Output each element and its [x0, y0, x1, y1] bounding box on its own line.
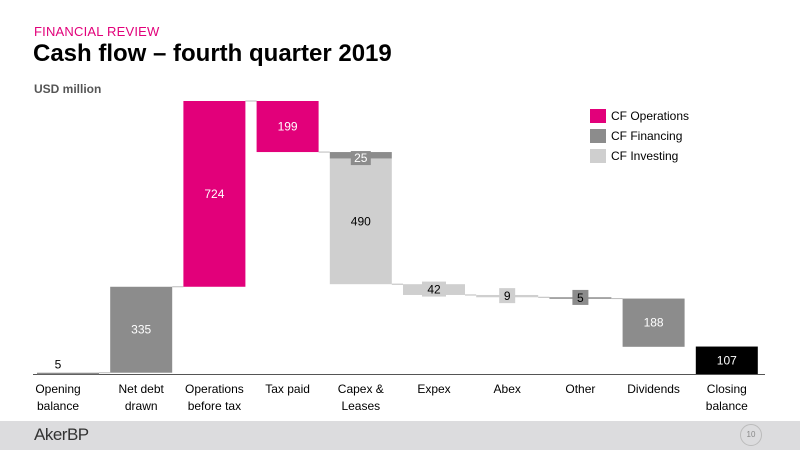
category-label-1-0: Net debt	[119, 382, 165, 396]
bar-label-0: 5	[55, 358, 62, 372]
bar-sublabel-box-4	[350, 151, 371, 166]
legend-swatch-investing	[590, 149, 606, 163]
bar-label-3: 199	[278, 120, 298, 134]
footer-bar: AkerBP 10	[0, 421, 800, 450]
legend-item-investing: CF Investing	[590, 146, 689, 166]
category-label-4-1: Leases	[341, 399, 380, 413]
category-label-0-0: Opening	[35, 382, 80, 396]
category-label-1-1: drawn	[125, 399, 158, 413]
category-label-2-1: before tax	[188, 399, 241, 413]
category-label-9-0: Closing	[707, 382, 747, 396]
category-label-0-1: balance	[37, 399, 79, 413]
bar-label-8: 188	[644, 316, 664, 330]
bar-0-segment-0	[37, 372, 99, 375]
category-label-4-0: Capex &	[338, 382, 384, 396]
legend-item-financing: CF Financing	[590, 126, 689, 146]
page-number: 10	[740, 424, 762, 446]
category-label-8-0: Dividends	[627, 382, 680, 396]
bar-sublabel-4: 25	[354, 151, 368, 165]
bar-4-segment-1	[329, 158, 392, 285]
legend-item-operations: CF Operations	[590, 106, 689, 126]
bar-label-box-6	[499, 288, 516, 304]
category-label-9-1: balance	[706, 399, 748, 413]
legend-label-financing: CF Financing	[611, 129, 683, 143]
waterfall-chart: 5 Opening balance 335 Net debt drawn 724 Operat…	[33, 100, 765, 413]
chart-legend: CF Operations CF Financing CF Investing	[590, 106, 689, 166]
category-label-3-0: Tax paid	[265, 382, 310, 396]
bar-3-segment-0	[256, 101, 319, 153]
unit-label: USD million	[34, 82, 102, 96]
bar-label-box-7	[572, 289, 589, 305]
bar-label-7: 5	[577, 291, 584, 305]
page-title: Cash flow – fourth quarter 2019	[33, 40, 392, 67]
category-label-5-0: Expex	[417, 382, 450, 396]
bar-2-segment-0	[183, 101, 246, 287]
bar-9-segment-0	[695, 346, 758, 374]
bar-label-6: 9	[504, 289, 511, 303]
legend-label-operations: CF Operations	[611, 109, 690, 123]
bar-label-4: 490	[351, 214, 371, 228]
category-label-7-0: Other	[565, 382, 595, 396]
legend-swatch-financing	[590, 129, 606, 143]
bar-8-segment-0	[622, 298, 685, 347]
section-kicker: FINANCIAL REVIEW	[34, 24, 160, 39]
bar-1-segment-0	[110, 286, 173, 373]
category-label-2-0: Operations	[185, 382, 244, 396]
category-label-6-0: Abex	[494, 382, 521, 396]
bar-label-2: 724	[204, 187, 224, 201]
bar-label-1: 335	[131, 323, 151, 337]
bar-label-5: 42	[427, 283, 441, 297]
legend-swatch-operations	[590, 109, 606, 123]
bar-label-box-5	[422, 281, 446, 297]
bar-label-9: 107	[717, 353, 737, 367]
legend-label-investing: CF Investing	[611, 149, 679, 163]
company-logo: AkerBP	[34, 425, 89, 444]
